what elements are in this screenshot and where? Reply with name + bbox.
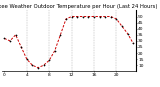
Title: Milwaukee Weather Outdoor Temperature per Hour (Last 24 Hours): Milwaukee Weather Outdoor Temperature pe… <box>0 4 158 9</box>
